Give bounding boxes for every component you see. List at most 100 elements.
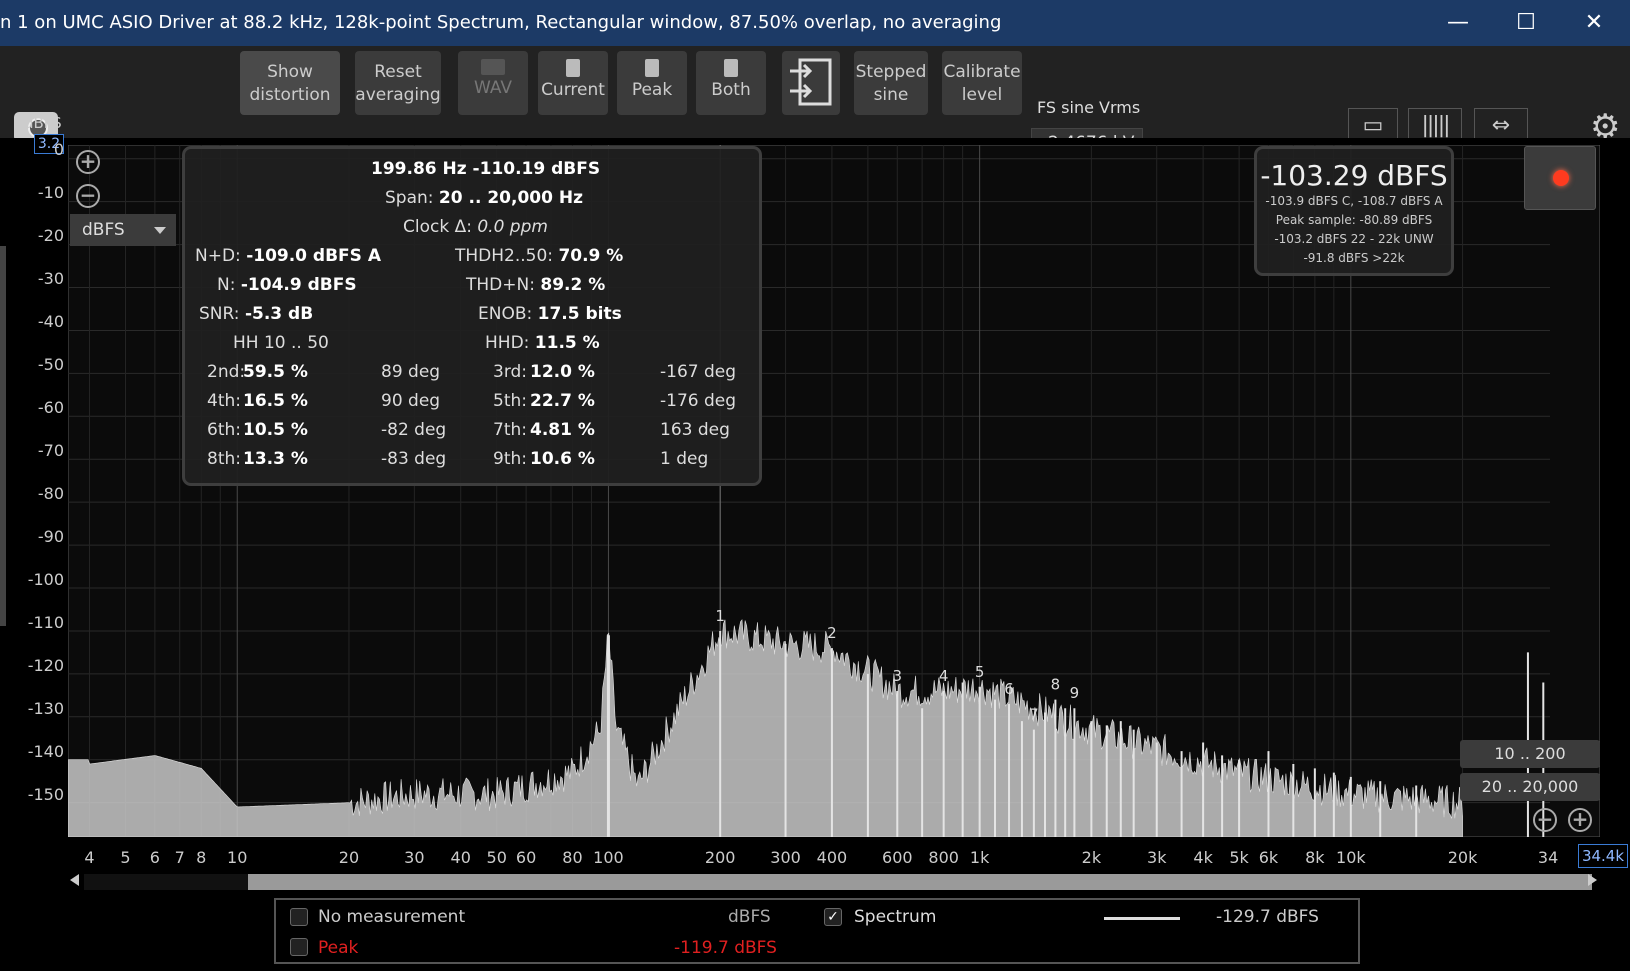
- zoom-out-icon[interactable]: −: [76, 184, 100, 208]
- x-tick-label: 600: [882, 848, 913, 867]
- harmonic-marker: 3: [893, 667, 903, 685]
- left-strip: [0, 246, 6, 626]
- harm-value: 10.5 %: [243, 420, 308, 440]
- harm-label: 6th:: [207, 420, 241, 440]
- show-distortion-button[interactable]: Show distortion: [240, 51, 340, 115]
- harm-phase: -83 deg: [381, 449, 447, 469]
- thd-value: 70.9 %: [558, 246, 624, 266]
- harm-value: 59.5 %: [243, 362, 308, 382]
- hhd-value: 11.5 %: [534, 333, 600, 353]
- harmonic-marker: 4: [939, 667, 949, 685]
- enob-label: ENOB:: [478, 304, 533, 324]
- level-main: -103.29 dBFS: [1260, 159, 1448, 192]
- snr-label: SNR:: [199, 304, 240, 324]
- hh-label: HH 10 .. 50: [233, 333, 329, 353]
- x-tick-label: 20k: [1447, 848, 1478, 867]
- both-button[interactable]: Both: [696, 51, 766, 115]
- x-tick-label: 80: [562, 848, 583, 867]
- x-tick-label: 10k: [1336, 848, 1366, 867]
- x-tick-label: 60: [515, 848, 537, 867]
- n-label: N:: [217, 275, 236, 295]
- x-tick-label: 50: [486, 848, 507, 867]
- x-tick-label: 800: [928, 848, 959, 867]
- wav-button[interactable]: WAV: [458, 51, 528, 115]
- level-line-4: -91.8 dBFS >22k: [1303, 251, 1405, 265]
- x-tick-label: 4k: [1193, 848, 1213, 867]
- unit-select[interactable]: dBFS: [70, 214, 176, 246]
- x-tick-label: 5k: [1229, 848, 1249, 867]
- harmonic-marker: 7: [1029, 706, 1039, 724]
- hhd-label: HHD:: [485, 333, 530, 353]
- x-tick-label: 4: [84, 848, 95, 867]
- n-value: -104.9 dBFS: [240, 275, 357, 295]
- x-tick-label: 5: [120, 848, 131, 867]
- no-measurement-label: No measurement: [318, 907, 466, 927]
- title-bar: n 1 on UMC ASIO Driver at 88.2 kHz, 128k…: [0, 0, 1630, 46]
- close-button[interactable]: ✕: [1584, 10, 1604, 35]
- range-10-200-button[interactable]: 10 .. 200: [1460, 740, 1600, 768]
- peak-button[interactable]: Peak: [617, 51, 687, 115]
- y-tick-label: -70: [37, 441, 64, 460]
- x-zoom-in-icon[interactable]: +: [1568, 808, 1592, 832]
- minimize-button[interactable]: —: [1447, 10, 1469, 35]
- level-line-3: -103.2 dBFS 22 - 22k UNW: [1274, 232, 1434, 246]
- zoom-in-icon[interactable]: +: [76, 150, 100, 174]
- y-tick-label: -80: [37, 484, 64, 503]
- fs-label: FS sine Vrms: [1037, 98, 1141, 117]
- toolbar: Show distortion Reset averaging WAV Curr…: [0, 46, 1630, 158]
- horizontal-scrollbar[interactable]: [68, 874, 1600, 890]
- peak-checkbox[interactable]: [290, 938, 308, 956]
- import-button[interactable]: [782, 51, 840, 115]
- y-tick-label: -120: [27, 656, 64, 675]
- y-tick-label: -30: [37, 269, 64, 288]
- maximize-button[interactable]: ☐: [1516, 10, 1536, 35]
- save-icon: [724, 59, 738, 77]
- reset-averaging-button[interactable]: Reset averaging: [355, 51, 441, 115]
- harm-label: 9th:: [493, 449, 527, 469]
- window-title: n 1 on UMC ASIO Driver at 88.2 kHz, 128k…: [0, 12, 1002, 33]
- harm-value: 22.7 %: [530, 391, 595, 411]
- harm-label: 7th:: [493, 420, 527, 440]
- harm-value: 10.6 %: [530, 449, 595, 469]
- level-panel: -103.29 dBFS -103.9 dBFS C, -108.7 dBFS …: [1254, 146, 1454, 276]
- nd-value: -109.0 dBFS A: [246, 246, 381, 266]
- current-label: Current: [541, 80, 605, 100]
- x-tick-label: 400: [816, 848, 848, 867]
- x-tick-label: 8: [196, 848, 207, 867]
- scroll-right-icon[interactable]: [1588, 874, 1597, 886]
- stepped-sine-button[interactable]: Stepped sine: [854, 51, 928, 115]
- harm-value: 12.0 %: [530, 362, 595, 382]
- current-button[interactable]: Current: [538, 51, 608, 115]
- thdn-value: 89.2 %: [540, 275, 606, 295]
- no-measurement-checkbox[interactable]: [290, 908, 308, 926]
- range-20-20000-button[interactable]: 20 .. 20,000: [1460, 773, 1600, 801]
- spectrum-value: -129.7 dBFS: [1216, 907, 1319, 927]
- x-tick-label: 1k: [969, 848, 990, 867]
- y-tick-label: -110: [27, 613, 64, 632]
- peak-label: Peak: [631, 80, 673, 100]
- harm-phase: -176 deg: [660, 391, 737, 411]
- harm-phase: -167 deg: [660, 362, 737, 382]
- x-zoom-out-icon[interactable]: −: [1533, 808, 1557, 832]
- x-end-value[interactable]: 34.4k: [1578, 844, 1628, 868]
- scroll-thumb[interactable]: [248, 874, 1592, 890]
- thdn-label: THD+N:: [466, 275, 535, 295]
- x-tick-label: 200: [704, 848, 736, 867]
- nd-label: N+D:: [195, 246, 241, 266]
- scroll-left-icon[interactable]: [70, 874, 79, 886]
- calibrate-level-button[interactable]: Calibrate level: [942, 51, 1022, 115]
- x-tick-label: 30: [404, 848, 425, 867]
- columns-icon[interactable]: |||||: [1408, 108, 1462, 146]
- record-button[interactable]: [1524, 146, 1596, 210]
- x-tick-label: 300: [770, 848, 801, 867]
- harmonic-marker: 2: [827, 624, 837, 642]
- x-tick-label: 40: [450, 848, 471, 867]
- y-top-value[interactable]: 3.2: [34, 134, 64, 154]
- x-tick-label: 8k: [1305, 848, 1325, 867]
- harm-label: 4th:: [207, 391, 241, 411]
- harmonic-marker: 9: [1070, 684, 1080, 702]
- wav-label: WAV: [473, 78, 513, 98]
- harm-phase: 1 deg: [660, 449, 709, 469]
- y-axis-label: dBFS: [24, 114, 62, 132]
- spectrum-checkbox[interactable]: ✓: [824, 908, 842, 926]
